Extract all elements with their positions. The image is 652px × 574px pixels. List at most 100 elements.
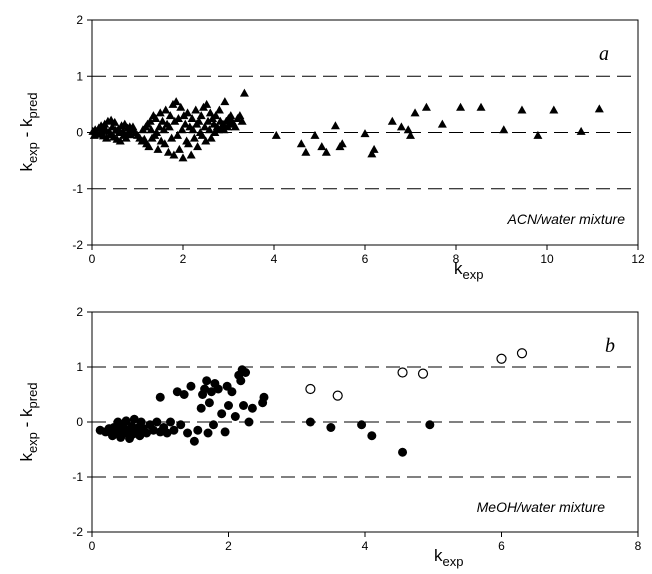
x-tick-label: 6	[498, 539, 505, 553]
data-point	[398, 447, 408, 457]
y-tick-label: 2	[76, 305, 83, 319]
data-points	[95, 348, 528, 457]
data-point	[115, 136, 125, 145]
data-point	[159, 125, 169, 134]
x-tick-label: 12	[631, 252, 645, 266]
data-point	[200, 384, 210, 394]
data-point	[369, 144, 379, 153]
data-point	[171, 97, 181, 106]
x-axis-label-subscript: exp	[443, 554, 464, 569]
data-point	[337, 139, 347, 148]
data-point	[321, 147, 331, 156]
data-point	[169, 150, 179, 159]
data-point	[148, 425, 158, 435]
data-point	[259, 392, 269, 402]
data-point	[241, 368, 251, 377]
data-point	[173, 113, 183, 122]
data-point	[129, 414, 139, 424]
data-point	[206, 387, 216, 397]
data-point	[155, 392, 165, 402]
data-point	[456, 102, 466, 111]
data-point	[174, 144, 184, 153]
data-point	[220, 97, 230, 106]
data-point	[144, 142, 154, 151]
data-point	[305, 417, 315, 427]
data-point	[165, 417, 175, 427]
data-point	[203, 428, 213, 438]
x-axis-label-main: k	[434, 546, 443, 565]
panel-b: 0 2 4 6 8 -2 -1 0 1 2 b MeOH/water mixture kexp …	[17, 305, 642, 569]
data-point	[226, 111, 236, 120]
data-point	[396, 122, 406, 131]
data-point	[425, 420, 435, 430]
x-tick-label: 8	[635, 539, 642, 553]
data-point	[180, 119, 190, 128]
x-tick-label: 8	[453, 252, 460, 266]
data-point-open	[516, 348, 528, 359]
data-point	[317, 142, 327, 151]
data-point	[173, 130, 183, 139]
x-axis-ticks: 0 2 4 6 8 10 12	[89, 245, 645, 266]
data-point	[167, 133, 177, 142]
data-point	[247, 403, 257, 413]
data-point	[164, 122, 174, 131]
data-point	[230, 412, 240, 421]
y-tick-label: -1	[72, 470, 83, 484]
y-tick-label: 0	[76, 415, 83, 429]
x-axis-label-main: k	[454, 259, 463, 278]
data-point	[179, 390, 189, 399]
data-point	[533, 130, 543, 139]
data-point	[154, 122, 164, 131]
data-point	[188, 125, 198, 134]
data-point	[220, 427, 230, 437]
data-point	[142, 428, 152, 438]
y-tick-label: -2	[72, 238, 83, 252]
x-axis-label: kexp	[454, 259, 483, 282]
y-axis-label-part: k	[17, 163, 36, 172]
data-point	[194, 116, 204, 125]
data-point	[594, 104, 604, 113]
data-point	[110, 117, 120, 126]
data-point	[187, 113, 197, 122]
data-point	[178, 153, 188, 162]
data-point	[499, 125, 509, 134]
data-point	[357, 420, 367, 430]
data-point	[160, 139, 170, 148]
data-point	[201, 136, 211, 145]
data-point	[208, 420, 218, 430]
data-point	[330, 121, 340, 130]
data-point	[176, 420, 186, 430]
y-tick-label: -1	[72, 182, 83, 196]
y-axis-label-part: - k	[17, 408, 36, 432]
x-axis-ticks: 0 2 4 6 8	[89, 532, 642, 553]
y-axis-ticks: -2 -1 0 1 2	[72, 13, 92, 252]
y-axis-label-part: k	[17, 453, 36, 462]
data-point	[161, 105, 171, 114]
data-point-open	[496, 353, 507, 364]
data-point	[186, 381, 196, 391]
y-tick-label: -2	[72, 525, 83, 539]
data-point	[410, 108, 420, 117]
data-point	[189, 436, 199, 446]
data-point	[476, 102, 486, 111]
data-point	[271, 130, 281, 139]
data-point	[169, 425, 179, 435]
data-point	[202, 376, 212, 386]
data-point	[517, 105, 527, 114]
data-point	[193, 425, 203, 435]
y-axis-label-subscript: exp	[25, 432, 40, 453]
y-tick-label: 0	[76, 126, 83, 140]
data-point	[360, 129, 370, 138]
data-point	[162, 428, 172, 438]
data-point	[202, 99, 212, 108]
data-point	[196, 403, 206, 413]
data-point	[421, 102, 431, 111]
x-tick-label: 0	[89, 539, 96, 553]
data-point	[191, 105, 201, 114]
data-point	[224, 401, 233, 410]
data-point	[367, 149, 377, 158]
annotation: ACN/water mixture	[507, 211, 626, 227]
x-tick-label: 0	[89, 252, 96, 266]
